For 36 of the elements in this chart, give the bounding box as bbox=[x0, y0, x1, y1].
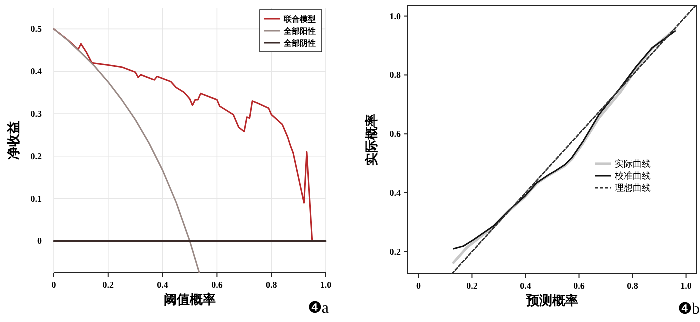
y-tick-label: 0.4 bbox=[30, 66, 42, 77]
line-series bbox=[53, 28, 200, 273]
x-tick-label: 0.8 bbox=[266, 280, 278, 290]
y-tick-label: 0.2 bbox=[390, 246, 402, 257]
y-axis-title: 净收益 bbox=[7, 121, 22, 160]
x-tick-label: 1.0 bbox=[680, 281, 692, 291]
y-tick-label: 0.6 bbox=[390, 129, 402, 140]
x-tick-label: 0.4 bbox=[157, 280, 169, 290]
x-tick-label: 1.0 bbox=[320, 280, 332, 290]
x-tick-label: 0 bbox=[52, 280, 57, 290]
y-tick-label: 0.5 bbox=[30, 24, 42, 34]
text: ❹a bbox=[308, 300, 329, 317]
x-tick-label: 0.8 bbox=[627, 281, 639, 291]
legend-label: 全部阳性 bbox=[283, 27, 316, 36]
x-axis-title: 阈值概率 bbox=[164, 292, 216, 308]
y-tick-label: 1.0 bbox=[390, 11, 402, 22]
y-tick-label: 0.2 bbox=[30, 151, 42, 162]
x-tick-label: 0 bbox=[416, 281, 422, 291]
legend-label: 理想曲线 bbox=[615, 183, 651, 194]
y-axis-title: 实际概率 bbox=[364, 114, 380, 166]
x-tick-label: 0.2 bbox=[102, 280, 115, 290]
y-tick-label: 0.1 bbox=[30, 194, 42, 204]
y-tick-label: 0.8 bbox=[390, 70, 402, 80]
legend-label: 全部阴性 bbox=[283, 39, 316, 48]
legend-label: 实际曲线 bbox=[615, 159, 651, 170]
legend-label: 校准曲线 bbox=[614, 171, 651, 182]
text: ❹b bbox=[678, 301, 700, 318]
x-tick-label: 0.6 bbox=[212, 280, 224, 290]
y-tick-label: 0 bbox=[38, 236, 42, 246]
x-tick-label: 0.2 bbox=[466, 281, 478, 291]
x-axis-title: 预测概率 bbox=[526, 293, 578, 309]
y-tick-label: 0.4 bbox=[390, 188, 402, 198]
y-tick-label: 0.3 bbox=[30, 109, 42, 119]
x-tick-label: 0.6 bbox=[574, 281, 586, 291]
x-tick-label: 0.4 bbox=[520, 281, 532, 291]
legend-label: 联合模型 bbox=[283, 15, 316, 24]
